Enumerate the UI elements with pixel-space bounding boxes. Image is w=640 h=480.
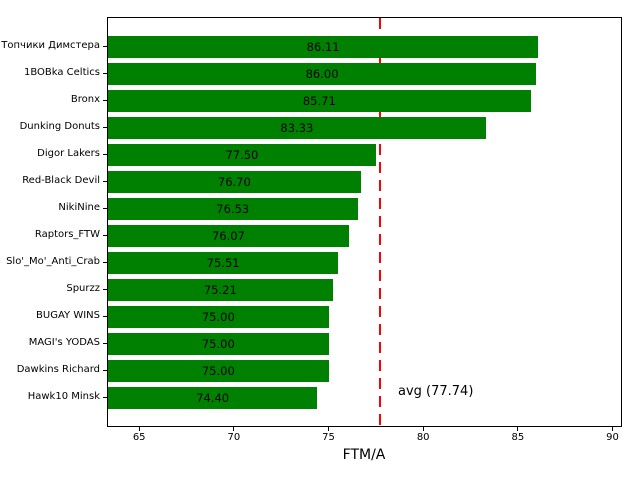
bar-value-label: 75.00 [201, 309, 235, 324]
y-tick-label: NikiNine [58, 202, 100, 214]
y-tick-label: Dunking Donuts [19, 121, 100, 133]
bar: 86.00 [108, 63, 537, 86]
bar-value-label: 75.51 [206, 255, 240, 270]
y-tick-mark [103, 126, 107, 128]
bar: 83.33 [108, 117, 486, 140]
bar: 75.21 [108, 279, 333, 302]
bar: 75.00 [108, 333, 329, 356]
y-tick-label: Hawk10 Minsk [27, 391, 100, 403]
plot-area: 86.11 86.00 85.71 83.33 77.50 76.70 76.53 76.07… [107, 17, 622, 427]
bar-value-label: 77.50 [225, 147, 259, 162]
bar: 76.70 [108, 171, 361, 194]
y-tick-label: 1BOBka Celtics [23, 67, 100, 79]
y-tick-label: Digor Lakers [37, 148, 100, 160]
y-tick-mark [103, 396, 107, 398]
y-tick-mark [103, 45, 107, 47]
bar: 86.11 [108, 36, 539, 59]
y-tick-mark [103, 261, 107, 263]
y-tick-label: Slo'_Mo'_Anti_Crab [6, 256, 100, 268]
y-tick-label: Red-Black Devil [22, 175, 100, 187]
bar: 77.50 [108, 144, 376, 167]
x-tick-label: 85 [511, 432, 525, 443]
x-tick-label: 65 [132, 432, 146, 443]
bar: 75.00 [108, 306, 329, 329]
bar-value-label: 74.40 [196, 390, 230, 405]
bar-value-label: 76.53 [216, 201, 250, 216]
y-tick-mark [103, 288, 107, 290]
bar-value-label: 75.21 [203, 282, 237, 297]
bar: 74.40 [108, 387, 318, 410]
x-tick-mark [233, 427, 235, 431]
bar: 75.51 [108, 252, 339, 275]
bar-value-label: 76.07 [211, 228, 245, 243]
y-tick-label: Raptors_FTW [34, 229, 100, 241]
y-tick-mark [103, 153, 107, 155]
bar-value-label: 75.00 [201, 336, 235, 351]
y-tick-mark [103, 180, 107, 182]
y-tick-label: Топчики Димстера [1, 40, 100, 52]
x-tick-mark [612, 427, 614, 431]
bar: 76.53 [108, 198, 358, 221]
y-tick-mark [103, 315, 107, 317]
y-tick-label: Spurzz [66, 283, 100, 295]
x-axis-title: FTM/A [342, 447, 386, 463]
y-tick-mark [103, 342, 107, 344]
bar: 75.00 [108, 360, 329, 383]
x-tick-mark [517, 427, 519, 431]
x-tick-mark [422, 427, 424, 431]
x-tick-mark [138, 427, 140, 431]
bar-value-label: 86.11 [306, 39, 340, 54]
x-tick-label: 90 [606, 432, 619, 443]
bar-value-label: 83.33 [280, 120, 314, 135]
y-tick-mark [103, 369, 107, 371]
x-tick-mark [328, 427, 330, 431]
y-tick-mark [103, 72, 107, 74]
y-tick-label: MAGI's YODAS [28, 337, 100, 349]
y-tick-label: Bronx [70, 94, 100, 106]
y-tick-mark [103, 207, 107, 209]
bar-value-label: 86.00 [305, 66, 339, 81]
y-tick-mark [103, 234, 107, 236]
bar: 85.71 [108, 90, 531, 113]
bar-value-label: 75.00 [201, 363, 235, 378]
bar: 76.07 [108, 225, 349, 248]
y-tick-label: Dawkins Richard [16, 364, 100, 376]
y-tick-mark [103, 99, 107, 101]
y-tick-label: BUGAY WINS [36, 310, 100, 322]
average-dashed-line [379, 18, 382, 426]
average-annotation: avg (77.74) [398, 384, 474, 399]
bar-value-label: 85.71 [302, 93, 336, 108]
x-tick-label: 70 [227, 432, 241, 443]
bar-value-label: 76.70 [217, 174, 251, 189]
x-tick-label: 80 [416, 432, 430, 443]
x-tick-label: 75 [322, 432, 335, 443]
